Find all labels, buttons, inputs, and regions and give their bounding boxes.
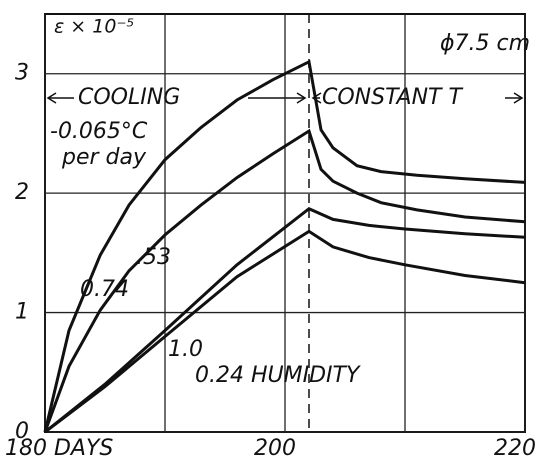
x-tick-label: 200 (254, 436, 296, 461)
y-tick-label: 0 (15, 419, 29, 444)
y-tick-label: 1 (15, 300, 29, 325)
series-label: 0.24 HUMIDITY (195, 363, 361, 388)
annotation: per day (61, 145, 147, 170)
x-tick-label: 220 (494, 436, 536, 461)
curve (44, 229, 526, 434)
curve (43, 59, 526, 433)
arrows (46, 92, 524, 104)
y-axis-label: ε × 10⁻⁵ (54, 16, 134, 38)
annotation: COOLING (78, 85, 180, 110)
annotation: -0.065°C (50, 119, 148, 144)
series-label: 1.0 (168, 337, 203, 362)
y-tick-label: 2 (15, 180, 29, 205)
y-tick-label: 3 (15, 61, 29, 86)
series-label: .53 (136, 245, 171, 270)
annotation: ϕ7.5 cm (440, 31, 530, 56)
curve (44, 206, 526, 434)
curve (43, 128, 526, 433)
annotation: CONSTANT T (322, 85, 463, 110)
x-tick-label: 180 DAYS (5, 436, 113, 461)
